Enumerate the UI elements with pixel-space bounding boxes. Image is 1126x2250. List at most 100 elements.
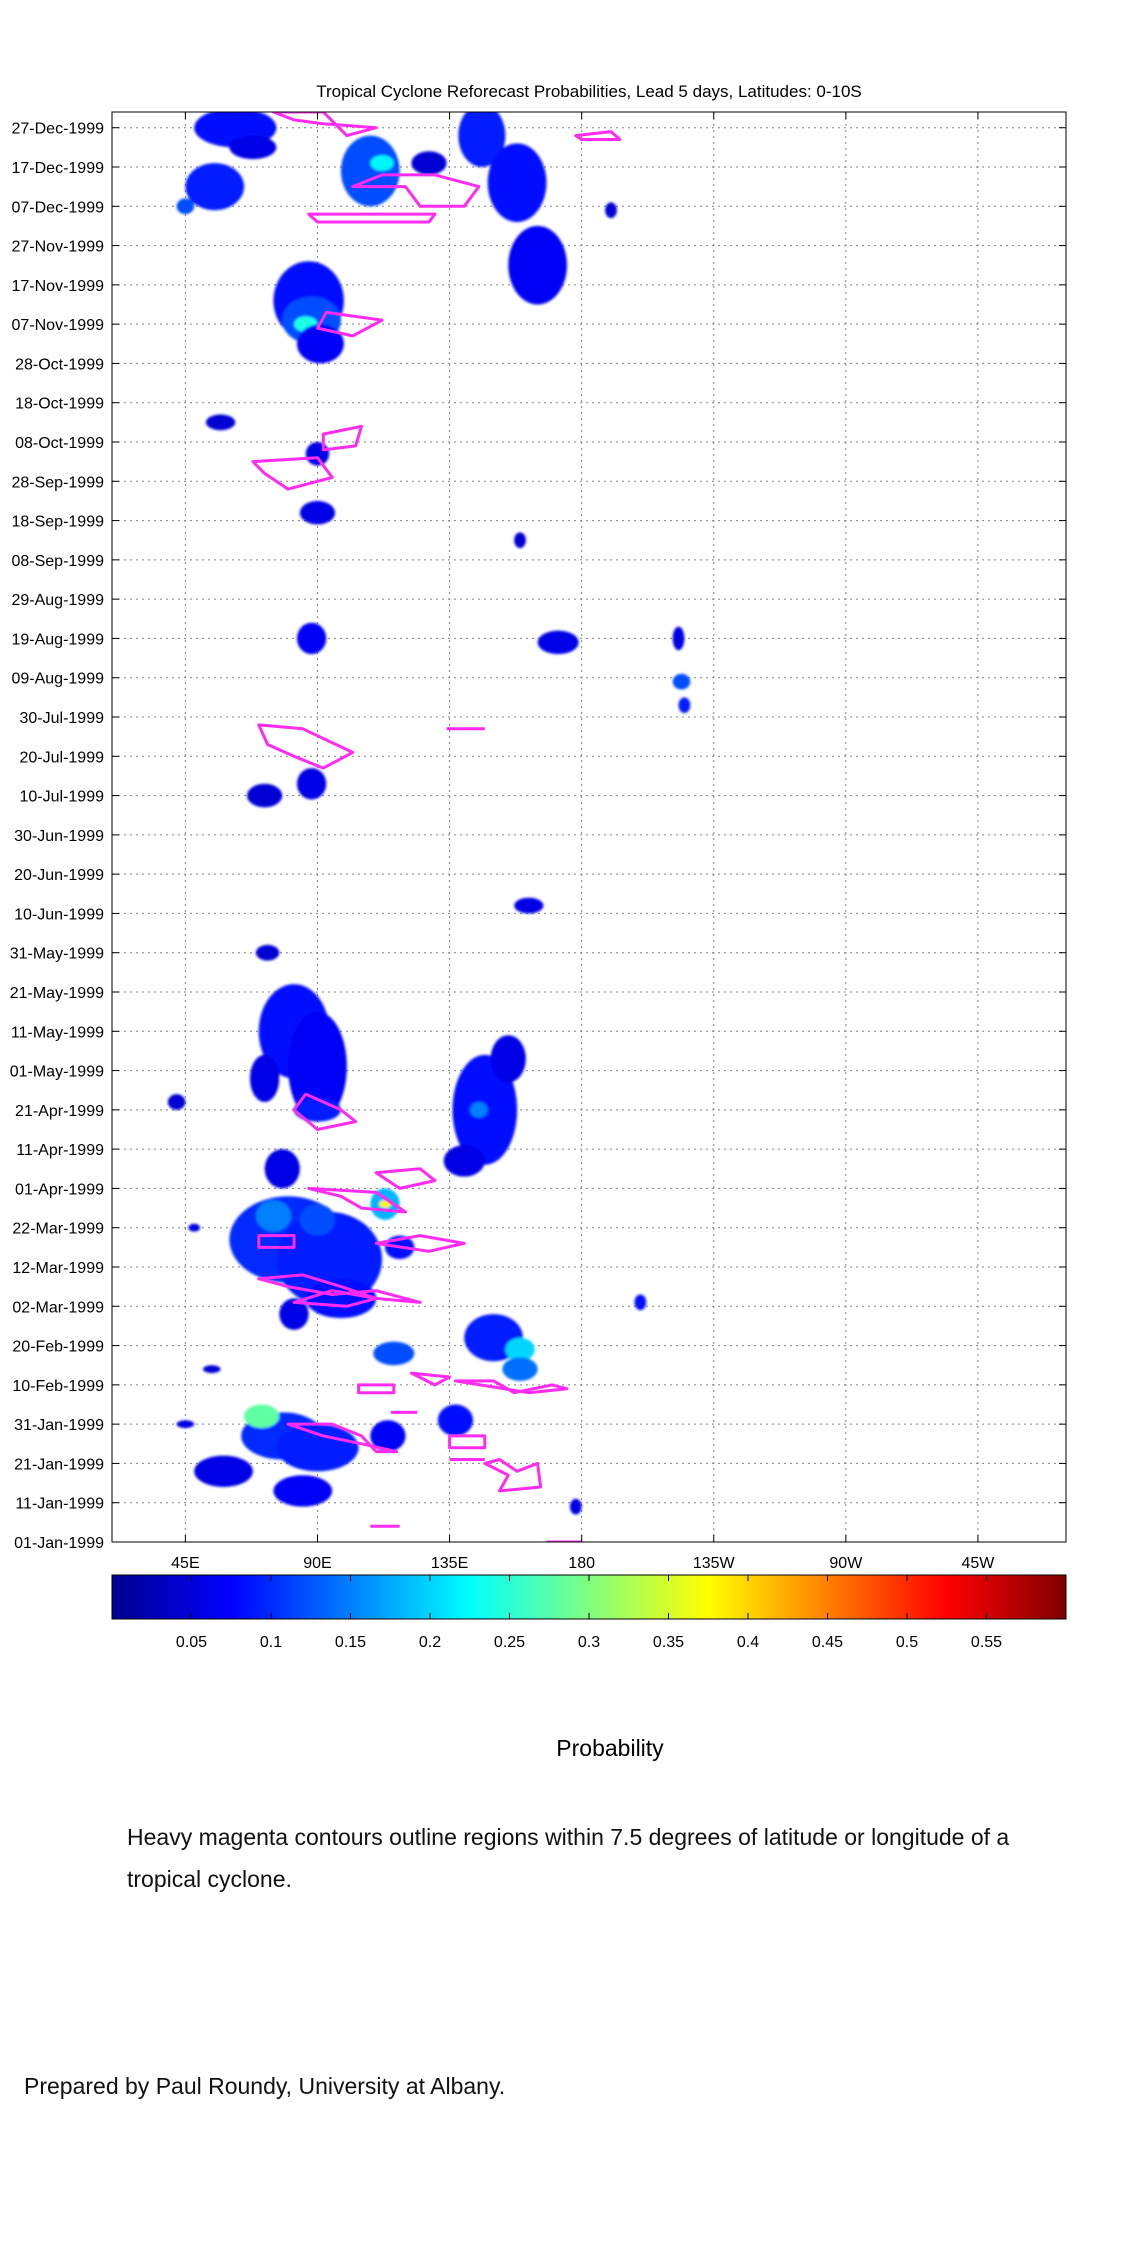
y-tick-label: 17-Nov-1999: [12, 278, 105, 295]
y-tick-label: 12-Mar-1999: [12, 1260, 104, 1277]
probability-cell: [299, 1204, 336, 1236]
probability-cell: [229, 135, 277, 160]
probability-cell: [490, 1035, 526, 1083]
y-tick-label: 21-Jan-1999: [14, 1456, 104, 1473]
x-axis: 45E 90E 135E 180 135W 90W 45W: [171, 112, 995, 1572]
probability-cell: [379, 1200, 391, 1209]
probability-field: [167, 112, 691, 1515]
colorbar-tick-label: 0.1: [260, 1634, 282, 1651]
y-tick-label: 17-Dec-1999: [12, 160, 105, 177]
colorbar: [111, 1574, 1067, 1620]
cyclone-contour: [351, 173, 481, 208]
y-tick-label: 27-Nov-1999: [12, 239, 105, 256]
x-tick-label: 45E: [171, 1555, 199, 1572]
y-tick-label: 02-Mar-1999: [12, 1299, 104, 1316]
probability-cell: [176, 1420, 195, 1429]
colorbar-tick-label: 0.45: [812, 1634, 843, 1651]
probability-cell: [188, 1223, 201, 1232]
probability-cell: [299, 500, 336, 525]
probability-cell: [185, 163, 245, 211]
cyclone-contour: [257, 1273, 422, 1304]
y-tick-label: 20-Jul-1999: [20, 749, 105, 766]
colorbar-tick-label: 0.3: [578, 1634, 600, 1651]
credit-note: Prepared by Paul Roundy, University at A…: [24, 2073, 506, 2099]
y-tick-label: 22-Mar-1999: [12, 1221, 104, 1238]
probability-cell: [279, 1298, 309, 1330]
x-tick-label: 135E: [431, 1555, 468, 1572]
contour-note: Heavy magenta contours outline regions w…: [127, 1824, 1010, 1892]
cyclone-contour: [483, 1458, 543, 1493]
cyclone-contours: [251, 112, 622, 1542]
probability-cell: [255, 944, 280, 961]
y-tick-label: 30-Jul-1999: [20, 710, 105, 727]
cyclone-contour: [257, 1234, 296, 1249]
cyclone-contour: [316, 310, 384, 338]
cyclone-contour: [321, 424, 363, 452]
y-axis: 01-Jan-1999 11-Jan-1999 21-Jan-1999 31-Jan-…: [10, 121, 1066, 1552]
colorbar-label: Probability: [556, 1735, 664, 1761]
x-tick-label: 90W: [829, 1555, 863, 1572]
probability-cell: [249, 1054, 280, 1102]
y-tick-label: 07-Nov-1999: [12, 317, 105, 334]
probability-cell: [340, 135, 400, 207]
probability-cell: [508, 225, 567, 305]
cyclone-contour: [251, 456, 334, 491]
y-tick-label: 10-Feb-1999: [12, 1378, 104, 1395]
y-tick-label: 19-Aug-1999: [11, 631, 104, 648]
probability-cell: [672, 626, 685, 651]
probability-cell: [505, 1337, 535, 1362]
colorbar-tick-label: 0.35: [653, 1634, 684, 1651]
probability-cell: [273, 1475, 333, 1507]
y-tick-label: 21-Apr-1999: [15, 1103, 104, 1120]
colorbar-tick-label: 0.15: [335, 1634, 366, 1651]
y-tick-label: 01-Jan-1999: [14, 1535, 104, 1552]
probability-cell: [202, 1365, 221, 1374]
y-tick-label: 18-Oct-1999: [15, 396, 104, 413]
probability-cell: [678, 697, 691, 714]
y-tick-label: 20-Jun-1999: [14, 867, 104, 884]
probability-cell: [502, 1357, 538, 1381]
probability-cell: [437, 1404, 474, 1436]
x-tick-label: 180: [568, 1555, 595, 1572]
probability-cell: [487, 143, 547, 222]
grid: [112, 112, 1066, 1543]
cyclone-contour: [453, 1379, 569, 1395]
probability-cell: [443, 1145, 485, 1177]
probability-cell: [634, 1294, 647, 1311]
probability-cell: [370, 1420, 406, 1452]
colorbar-tick-label: 0.5: [896, 1634, 918, 1651]
probability-cell: [305, 1278, 377, 1319]
y-tick-label: 11-Apr-1999: [16, 1142, 104, 1159]
cyclone-contour: [292, 1092, 358, 1131]
plot-area: [112, 112, 1066, 1542]
y-tick-label: 09-Aug-1999: [11, 671, 104, 688]
y-tick-label: 30-Jun-1999: [14, 828, 104, 845]
probability-cell: [176, 198, 195, 215]
cyclone-contour: [271, 112, 378, 138]
colorbar-tick-label: 0.2: [419, 1634, 441, 1651]
y-tick-label: 21-May-1999: [10, 985, 104, 1002]
y-tick-label: 20-Feb-1999: [12, 1339, 104, 1356]
probability-cell: [167, 1094, 186, 1110]
y-tick-label: 31-Jan-1999: [14, 1417, 104, 1434]
chart-title: Tropical Cyclone Reforecast Probabilitie…: [316, 82, 862, 101]
plot-frame: [111, 111, 1067, 1543]
probability-cell: [276, 1424, 359, 1472]
y-tick-label: 08-Oct-1999: [15, 435, 104, 452]
colorbar-tick-label: 0.55: [971, 1634, 1002, 1651]
y-tick-label: 10-Jul-1999: [20, 789, 105, 806]
cyclone-contour: [307, 212, 437, 224]
cyclone-contour: [357, 1383, 396, 1395]
colorbar-ticks: 0.05 0.1 0.15 0.2 0.25 0.3 0.35 0.4 0.45 0.5 0.55: [176, 1575, 1002, 1651]
probability-cell: [672, 673, 691, 690]
probability-cell: [458, 112, 506, 167]
x-tick-label: 135W: [693, 1555, 736, 1572]
y-tick-label: 07-Dec-1999: [12, 199, 105, 216]
cyclone-contour: [409, 1371, 452, 1387]
y-tick-label: 11-Jan-1999: [15, 1496, 104, 1513]
y-tick-label: 28-Oct-1999: [15, 356, 104, 373]
y-tick-label: 10-Jun-1999: [14, 906, 104, 923]
probability-cell: [296, 622, 327, 655]
x-tick-label: 90E: [303, 1555, 331, 1572]
